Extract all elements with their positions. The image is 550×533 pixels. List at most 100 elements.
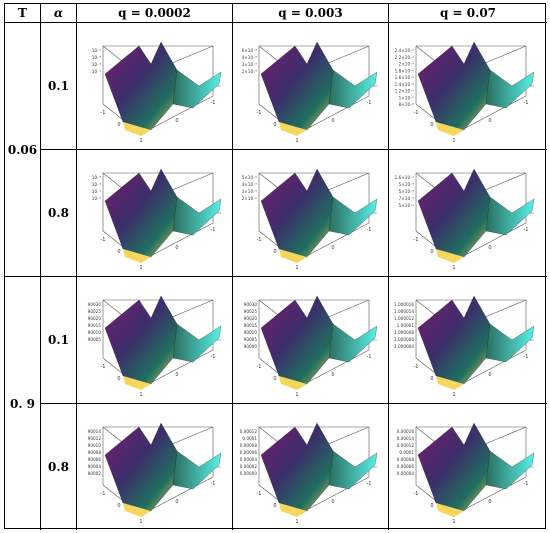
z-tick-label: 0.00012	[239, 429, 257, 434]
surface-shape	[417, 168, 491, 258]
z-tick-label: 90004	[87, 464, 101, 469]
z-tick-label: 90008	[87, 450, 101, 455]
axis-tick-label: 0	[430, 376, 433, 382]
z-tick-label: 6×10⁻⁶	[241, 48, 257, 53]
axis-tick-label: 0	[273, 503, 276, 509]
z-tick-label: 0.00006	[397, 464, 415, 469]
surface-plot: 0.00012 0.0001 0.00008 0.00006 0.00004 0.0000…	[239, 422, 377, 525]
axis-tick-label: 1	[295, 138, 298, 144]
axis-tick-label: 0	[175, 245, 178, 251]
surface-plot: 10⁻⁶ 10⁻⁶ 10⁻⁶ 10⁻⁶ -1 0 1 0 -1	[91, 168, 221, 271]
header-t: T	[5, 4, 41, 23]
axis-tick-label: 0	[175, 118, 178, 124]
t-value-2: 0. 9	[5, 277, 41, 530]
axis-tick-label: 1	[295, 265, 298, 271]
plot-cell: 6×10⁻⁶ 4×10⁻⁶ 3×10⁻⁶ 2×10⁻⁶ -1 0 1 0 -1	[233, 23, 389, 150]
axis-tick-label: 0	[430, 122, 433, 128]
surface-wing	[328, 450, 377, 490]
plot-cell: 0.00016 0.00014 0.00012 0.0001 0.00008 0.0000…	[389, 404, 547, 530]
axis-tick-label: -1	[210, 354, 215, 360]
axis-tick-label: 1	[139, 265, 142, 271]
z-tick-label: 1.000008	[394, 330, 414, 335]
axis-tick-label: 0	[273, 376, 276, 382]
z-tick-label: 90012	[87, 436, 101, 441]
axis-tick-label: -1	[210, 100, 215, 106]
axis-tick-label: -1	[366, 100, 371, 106]
z-tick-label: 90010	[87, 443, 101, 448]
axis-tick-label: 0	[175, 499, 178, 505]
z-tick-label: 4×10⁻⁶	[241, 182, 257, 187]
z-tick-label: 5×10⁻⁶	[399, 182, 415, 187]
z-tick-label: 90000	[243, 344, 257, 349]
t-value-1: 0.06	[5, 23, 41, 277]
z-tick-label: 1.8×10⁻⁵	[395, 68, 415, 73]
surface-highlight	[278, 122, 307, 136]
z-tick-label: 10⁻⁶	[91, 48, 101, 53]
surface-shape	[104, 295, 177, 385]
surface-shape	[104, 41, 177, 131]
plot-cell: 2.4×10⁻⁵ 2.2×10⁻⁵ 2×10⁻⁵ 1.8×10⁻⁵ 1.6×10⁻⁵ 1.…	[389, 23, 547, 150]
alpha-value-2a: 0.1	[41, 277, 77, 404]
axis-tick-label: -1	[524, 227, 529, 233]
plot-cell: 1.6×10⁻⁵ 5×10⁻⁶ 5×10⁻⁶ 7×10⁻⁶ 5×10⁻⁶ -1 0 1 0 -1	[389, 150, 547, 277]
z-tick-label: 1×10⁻⁵	[399, 95, 415, 100]
axis-tick-label: 0	[430, 503, 433, 509]
axis-tick-label: 1	[452, 265, 455, 271]
axis-tick-label: 0	[175, 372, 178, 378]
z-tick-label: 90010	[87, 330, 101, 335]
header-alpha-symbol: α	[53, 6, 64, 20]
axis-tick-label: -1	[210, 481, 215, 487]
z-tick-label: 4×10⁻⁶	[241, 55, 257, 60]
axis-tick-label: -1	[210, 227, 215, 233]
axis-tick-label: -1	[256, 491, 261, 497]
axis-tick-label: -1	[414, 491, 419, 497]
z-tick-label: 1.000012	[394, 316, 414, 321]
plot-cell: 5×10⁻⁶ 4×10⁻⁶ 3×10⁻⁶ 2×10⁻⁶ -1 0 1 0 -1	[233, 150, 389, 277]
z-tick-label: 90005	[87, 337, 101, 342]
axis-tick-label: 0	[331, 245, 334, 251]
z-tick-label: 0.00000	[239, 471, 257, 476]
surface-plot: 10⁻⁶ 10⁻⁶ 10⁻⁶ 10⁻⁶ -1 0 1 0 -1	[91, 41, 221, 144]
z-tick-label: 0.00008	[397, 457, 415, 462]
z-tick-label: 3×10⁻⁶	[241, 189, 257, 194]
surface-wing	[328, 69, 377, 109]
plot-cell: 0.00012 0.0001 0.00008 0.00006 0.00004 0.0000…	[233, 404, 389, 530]
z-tick-label: 0.00004	[397, 471, 415, 476]
surface-highlight	[436, 249, 464, 263]
axis-tick-label: 0	[488, 499, 491, 505]
axis-tick-label: 1	[452, 519, 455, 525]
surface-highlight	[436, 122, 464, 136]
surface-highlight	[122, 503, 151, 517]
plot-cell: 10⁻⁶ 10⁻⁶ 10⁻⁶ 10⁻⁶ -1 0 1 0 -1	[77, 23, 233, 150]
surface-shape	[260, 422, 333, 512]
z-tick-label: 10⁻⁶	[91, 196, 101, 201]
surface-wing	[172, 69, 221, 109]
z-tick-label: 1.00001	[397, 323, 415, 328]
surface-shape	[260, 41, 333, 131]
results-table: T α q = 0.0002 q = 0.003 q = 0.07 0.06 0…	[4, 3, 547, 530]
z-tick-label: 0.00008	[239, 443, 257, 448]
z-tick-label: 1.000014	[394, 309, 414, 314]
z-tick-label: 1.6×10⁻⁵	[395, 75, 415, 80]
axis-tick-label: 0	[331, 118, 334, 124]
z-tick-label: 90005	[243, 337, 257, 342]
z-tick-label: 90025	[87, 309, 101, 314]
surface-wing	[328, 323, 377, 363]
z-tick-label: 10⁻⁶	[91, 189, 101, 194]
axis-tick-label: -1	[100, 364, 105, 370]
axis-tick-label: 1	[295, 519, 298, 525]
surface-plot: 6×10⁻⁶ 4×10⁻⁶ 3×10⁻⁶ 2×10⁻⁶ -1 0 1 0 -1	[241, 41, 377, 144]
z-tick-label: 0.00004	[239, 457, 257, 462]
surface-highlight	[122, 376, 151, 390]
surface-highlight	[436, 376, 464, 390]
z-tick-label: 0.0001	[399, 450, 414, 455]
z-tick-label: 5×10⁻⁶	[399, 203, 415, 208]
surface-shape	[104, 422, 177, 512]
axis-tick-label: 0	[331, 372, 334, 378]
surface-shape	[417, 295, 491, 385]
header-q2: q = 0.003	[233, 4, 389, 23]
z-tick-label: 90010	[243, 330, 257, 335]
surface-shape	[260, 295, 333, 385]
surface-wing	[172, 323, 221, 363]
surface-plot: 2.4×10⁻⁵ 2.2×10⁻⁵ 2×10⁻⁵1.8×10⁻⁵ 1.6×10⁻⁵ 1.…	[395, 41, 535, 144]
